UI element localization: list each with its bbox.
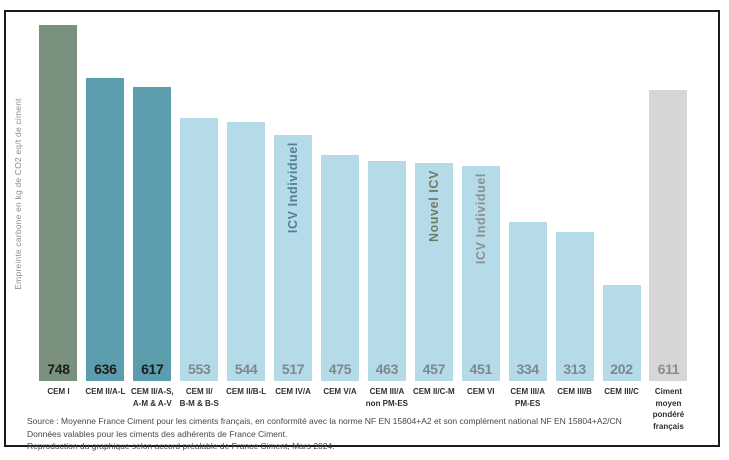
bar-value: 457 (422, 361, 446, 377)
bar-value: 636 (94, 361, 117, 377)
bar: 334 (508, 222, 547, 381)
category-label: CEM II/ B-M & B-S (179, 387, 219, 408)
bar-value: 553 (187, 361, 211, 377)
bar-slot: 611 (645, 12, 692, 381)
category-label: Ciment moyen pondéré français (652, 387, 685, 431)
bar-value: 611 (657, 361, 680, 377)
bar-value: 463 (375, 361, 399, 377)
bar-slot: 463 (363, 12, 410, 381)
bar-annotation: ICV Individuel (473, 173, 488, 265)
bar: 636 (86, 78, 125, 381)
category-label: CEM III/B (557, 387, 592, 396)
bar: 553 (180, 118, 219, 381)
category-label: CEM II/B-L (226, 387, 267, 396)
category-label: CEM I (47, 387, 70, 396)
bar-slot: 636 (82, 12, 129, 381)
source-line: Données valables pour les ciments des ad… (27, 428, 288, 439)
category-label: CEM IV/A (275, 387, 311, 396)
bar-value: 517 (281, 361, 305, 377)
category-label: CEM II/A-L (85, 387, 126, 396)
bar-slot: ICV Individuel 451 (457, 12, 504, 381)
bar: 544 (227, 122, 266, 381)
bar-slot: 475 (317, 12, 364, 381)
bar: 463 (367, 161, 406, 381)
source-line: Source : Moyenne France Ciment pour les … (27, 416, 622, 426)
bar: 313 (555, 232, 594, 381)
bar: ICV Individuel 517 (274, 135, 313, 381)
bar-slot: 202 (598, 12, 645, 381)
bar-slot: Nouvel ICV 457 (410, 12, 457, 381)
bar: 611 (649, 90, 688, 381)
bar-slot: 334 (504, 12, 551, 381)
category-label: CEM III/A non PM-ES (365, 387, 409, 408)
bar-value: 617 (141, 361, 164, 377)
bar-slot: 544 (223, 12, 270, 381)
bar-value: 475 (328, 361, 352, 377)
bar-value: 334 (516, 361, 539, 377)
chart-frame: Empreinte carbone en kg de CO2 eq/t de c… (4, 10, 720, 451)
source-line: Reproduction du graphique selon accord p… (27, 441, 335, 451)
bar: Nouvel ICV 457 (414, 163, 453, 381)
bar-slot: 617 (129, 12, 176, 381)
category-label: CEM III/A PM-ES (510, 387, 546, 408)
bar: 475 (320, 155, 359, 381)
bar-plot-area: 748 636 617 553 544 ICV Individuel 517 475 463 No… (35, 12, 692, 381)
bar-slot: 313 (551, 12, 598, 381)
category-label: CEM VI (466, 387, 495, 396)
bar-slot: 748 (35, 12, 82, 381)
category-label: CEM III/C (604, 387, 639, 396)
bar-annotation: Nouvel ICV (426, 170, 441, 242)
source-note: Source : Moyenne France Ciment pour les … (27, 415, 622, 453)
bar-value: 451 (469, 361, 493, 377)
bar-value: 748 (47, 361, 70, 377)
bar-annotation: ICV Individuel (286, 142, 301, 234)
category-label: CEM II/C-M (412, 387, 455, 396)
bar: 202 (602, 285, 641, 381)
bar-slot: ICV Individuel 517 (270, 12, 317, 381)
category-label: CEM II/A-S, A-M & A-V (130, 387, 174, 408)
bar: 617 (133, 87, 172, 381)
bar: 748 (39, 25, 78, 381)
bar-slot: 553 (176, 12, 223, 381)
category-label: CEM V/A (323, 387, 357, 396)
bar-value: 202 (610, 361, 633, 377)
bar-value: 313 (563, 361, 586, 377)
x-axis-category-row: CEM I CEM II/A-L CEM II/A-S, A-M & A-V CEM … (35, 386, 692, 432)
y-axis-label: Empreinte carbone en kg de CO2 eq/t de c… (13, 98, 23, 290)
bar: ICV Individuel 451 (461, 166, 500, 381)
bar-value: 544 (234, 361, 258, 377)
